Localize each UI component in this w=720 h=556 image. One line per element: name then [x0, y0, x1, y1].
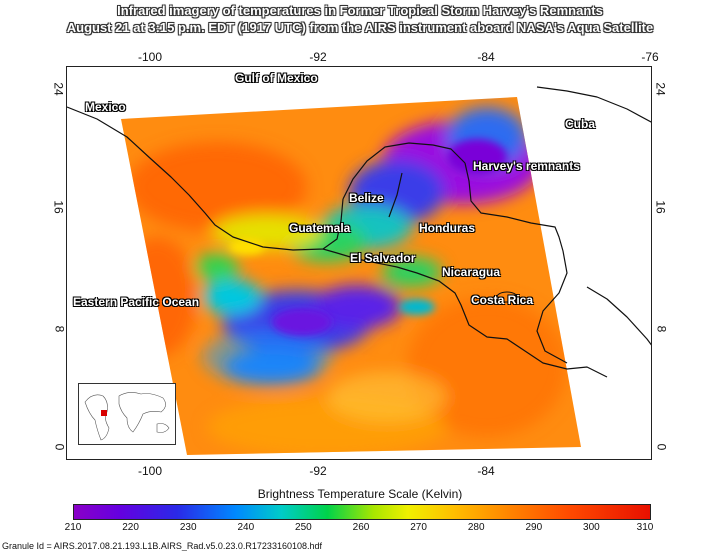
lon-tick-top: -84	[477, 50, 495, 64]
lake-outline	[496, 291, 518, 303]
colorbar-tick: 260	[352, 522, 370, 533]
map-panel: Gulf of Mexico Mexico Cuba Harvey's remn…	[66, 66, 652, 460]
lat-tick-right: 0	[654, 443, 669, 451]
colorbar-tick: 270	[410, 522, 427, 533]
inset-globe-map	[78, 383, 176, 445]
label-harveys-remnants: Harvey's remnants	[473, 159, 580, 173]
lat-tick-right: 24	[653, 82, 668, 96]
label-mexico: Mexico	[85, 100, 126, 114]
label-eastern-pacific-ocean: Eastern Pacific Ocean	[73, 295, 200, 309]
label-el-salvador: El Salvador	[350, 251, 416, 265]
label-costa-rica: Costa Rica	[471, 293, 534, 307]
image-title-line2: August 21 at 3:15 p.m. EDT (1917 UTC) fr…	[66, 20, 654, 35]
lon-tick-top: -100	[137, 50, 163, 64]
lat-tick-left: 8	[52, 325, 67, 333]
colorbar-tick: 220	[122, 522, 139, 533]
infrared-swath-map	[67, 86, 651, 455]
lon-tick-top: -76	[641, 50, 659, 64]
colorbar-tick: 300	[583, 522, 600, 533]
colorbar-tick: 240	[237, 522, 255, 533]
lat-tick-right: 8	[654, 325, 669, 333]
label-honduras: Honduras	[419, 221, 476, 235]
region-marker	[101, 410, 107, 416]
lat-tick-left: 16	[51, 200, 66, 214]
granule-id: Granule Id = AIRS.2017.08.21.193.L1B.AIR…	[2, 541, 322, 551]
lon-tick-bottom: -92	[309, 464, 327, 478]
lon-tick-bottom: -100	[137, 464, 163, 478]
label-belize: Belize	[349, 191, 384, 205]
lon-tick-top: -92	[309, 50, 327, 64]
lat-tick-left: 0	[52, 443, 67, 451]
colorbar-tick: 310	[636, 522, 654, 533]
colorbar-tick: 290	[525, 522, 543, 533]
lon-tick-bottom: -84	[477, 464, 495, 478]
colorbar-tick: 280	[467, 522, 485, 533]
colorbar-tick: 210	[64, 522, 82, 533]
coastline-outlines	[67, 86, 651, 378]
colorbar-tick: 250	[295, 522, 312, 533]
image-title-line1: Infrared imagery of temperatures in Form…	[117, 3, 603, 18]
colorbar-title: Brightness Temperature Scale (Kelvin)	[257, 487, 463, 501]
label-cuba: Cuba	[565, 117, 595, 131]
brightness-temperature-colorbar	[73, 504, 651, 520]
label-gulf-of-mexico: Gulf of Mexico	[235, 71, 318, 85]
label-guatemala: Guatemala	[289, 221, 351, 235]
label-nicaragua: Nicaragua	[442, 265, 501, 279]
lat-tick-left: 24	[51, 82, 66, 96]
lat-tick-right: 16	[653, 200, 668, 214]
colorbar-tick: 230	[179, 522, 197, 533]
